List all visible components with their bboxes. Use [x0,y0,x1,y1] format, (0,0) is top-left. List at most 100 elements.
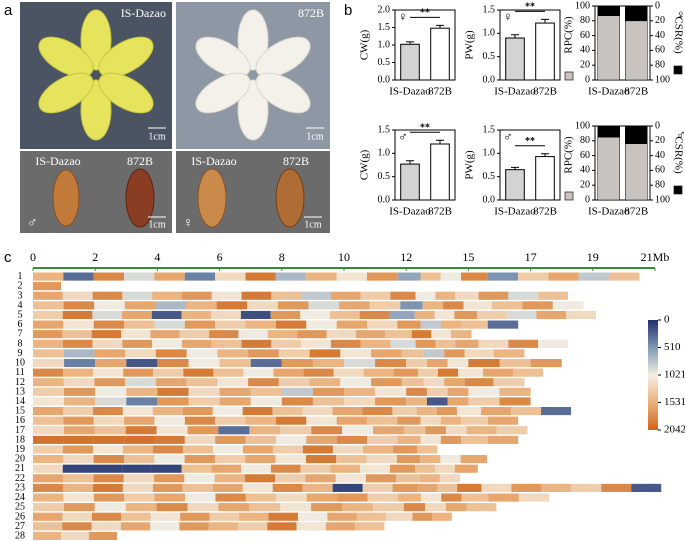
heatmap-cell [33,512,63,521]
heatmap-cell [417,407,437,416]
x-tick-label: 12 [400,250,412,264]
heatmap-cell [275,435,307,444]
heatmap-cell [270,464,301,473]
heatmap-cell [571,483,602,492]
heatmap-cell [154,435,185,444]
heatmap-cell [95,358,127,368]
heatmap-cell [415,291,436,300]
heatmap-cell [275,272,307,281]
heatmap-cell [217,349,249,358]
heatmap-cell [440,320,462,329]
colorbar-tick-label: 1531 [664,396,685,408]
heatmap-cell [312,387,344,396]
heatmap-cell [248,349,279,358]
heatmap-cell [493,378,525,387]
heatmap-cell [245,320,276,329]
heatmap-cell [33,522,63,531]
y-tick-label: 80 [580,135,590,146]
heatmap-cell [330,464,361,473]
stacked-segment [625,20,648,81]
panel-label: b [344,2,352,19]
chromosome-label: 9 [18,348,23,359]
series-label: CSR(%) [672,136,684,174]
y-axis-label: CW(g) [359,29,371,60]
heatmap-cell [412,512,433,521]
heatmap-cell [306,493,338,502]
heatmap-cell [181,339,212,348]
heatmap-cell [478,339,509,348]
heatmap-cell [62,310,93,320]
heatmap-cell [33,339,63,348]
heatmap-cell [392,407,418,416]
y-tick-label: 0.0 [378,74,391,85]
heatmap-cell [215,416,246,425]
heatmap-cell [91,522,121,531]
y-tick-label: 0.0 [378,194,391,205]
y-tick-label: 1.0 [378,39,391,50]
legend-swatch [673,65,683,75]
y-tick-label: 1.5 [483,4,496,15]
heatmap-cell [63,301,95,310]
chromosome-label: 17 [15,425,25,436]
heatmap-cell [344,387,376,396]
heatmap-cell [400,301,423,310]
heatmap-cell [33,310,63,320]
bar [430,143,450,201]
y2-tick-label: 80 [655,59,665,70]
heatmap-cell [367,435,398,444]
heatmap-cell [447,397,469,406]
heatmap-cell [309,349,341,358]
heatmap-cell [123,455,155,464]
heatmap-cell [406,397,427,406]
heatmap-cell [33,416,64,425]
chromosome-label: 14 [15,396,25,407]
heatmap-cell [481,407,512,416]
heatmap-cell [157,358,189,368]
legend-swatch [564,71,574,81]
legend-swatch [564,191,574,201]
heatmap-cell [536,310,567,320]
bar [400,163,420,201]
heatmap-cell [445,426,467,435]
heatmap-cell [390,291,416,300]
heatmap-cell [390,339,416,348]
y-tick-label: 0 [585,74,590,85]
heatmap-cell [151,310,182,320]
chromosome-label: 24 [15,492,25,503]
heatmap-cell [126,397,158,406]
heatmap-cell [62,339,93,348]
sex-symbol: ♀ [676,7,685,22]
colorbar-tick-label: 0 [664,314,670,326]
heatmap-cell [461,493,489,502]
heatmap-cell [126,358,158,368]
heatmap-cell [212,483,243,492]
heatmap-cell [183,368,214,377]
heatmap-cell [33,426,64,435]
heatmap-cell [208,522,239,531]
chromosome-label: 15 [15,406,25,417]
heatmap-cell [91,512,122,521]
heatmap-cell [493,349,525,358]
heatmap-cell [213,368,244,377]
chromosome-label: 2 [18,281,23,292]
heatmap-cell [306,416,337,425]
heatmap-cell [487,272,519,281]
heatmap-cell [336,272,367,281]
heatmap-cell [93,435,125,444]
error-bar [511,166,519,170]
heatmap-cell [33,378,64,387]
error-bar [406,41,414,45]
heatmap-cell [401,349,424,358]
heatmap-cell [305,455,337,464]
heatmap-cell [422,301,444,310]
heatmap-cell [367,320,398,329]
heatmap-cell [281,397,313,406]
y-axis-label: PW(g) [464,30,476,60]
heatmap-cell [414,310,435,320]
heatmap-cell [444,349,465,358]
heatmap-cell [332,483,363,492]
y-tick-label: 2.0 [378,4,391,15]
heatmap-cell [397,493,421,502]
heatmap-cell [92,310,123,320]
